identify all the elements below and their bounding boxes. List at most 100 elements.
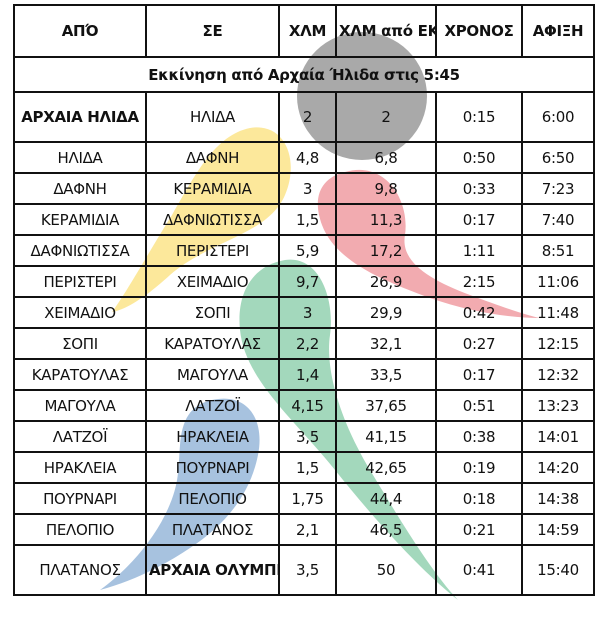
- cell-km: 1,5: [278, 451, 337, 484]
- cell-to: ΠΕΛΟΠΙΟ: [145, 482, 280, 515]
- cell-to: ΗΛΙΔΑ: [145, 91, 280, 143]
- cell-from: ΠΕΛΟΠΙΟ: [13, 513, 147, 546]
- cell-from: ΧΕΙΜΑΔΙΟ: [13, 296, 147, 329]
- cell-km-total: 50: [335, 544, 437, 596]
- cell-km-total: 32,1: [335, 327, 437, 360]
- cell-km-total: 42,65: [335, 451, 437, 484]
- cell-to: ΗΡΑΚΛΕΙΑ: [145, 420, 280, 453]
- cell-arrival: 11:48: [521, 296, 595, 329]
- col-header-km: ΧΛΜ: [278, 4, 337, 58]
- cell-from: ΔΑΦΝΙΩΤΙΣΣΑ: [13, 234, 147, 267]
- cell-km-total: 11,3: [335, 203, 437, 236]
- cell-arrival: 15:40: [521, 544, 595, 596]
- cell-to: ΧΕΙΜΑΔΙΟ: [145, 265, 280, 298]
- cell-from: ΠΟΥΡΝΑΡΙ: [13, 482, 147, 515]
- cell-time: 0:42: [435, 296, 523, 329]
- cell-arrival: 12:32: [521, 358, 595, 391]
- start-title: Εκκίνηση από Αρχαία Ήλιδα στις 5:45: [13, 56, 595, 93]
- cell-from: ΚΑΡΑΤΟΥΛΑΣ: [13, 358, 147, 391]
- cell-from: ΠΕΡΙΣΤΕΡΙ: [13, 265, 147, 298]
- cell-from: ΛΑΤΖΟΪ: [13, 420, 147, 453]
- cell-to: ΠΛΑΤΑΝΟΣ: [145, 513, 280, 546]
- cell-km-total: 46,5: [335, 513, 437, 546]
- table-row: ΔΑΦΝΙΩΤΙΣΣΑ ΠΕΡΙΣΤΕΡΙ 5,9 17,2 1:11 8:51: [13, 234, 595, 267]
- cell-arrival: 7:40: [521, 203, 595, 236]
- cell-km-total: 41,15: [335, 420, 437, 453]
- table-row: ΚΕΡΑΜΙΔΙΑ ΔΑΦΝΙΩΤΙΣΣΑ 1,5 11,3 0:17 7:40: [13, 203, 595, 236]
- cell-from: ΠΛΑΤΑΝΟΣ: [13, 544, 147, 596]
- cell-arrival: 8:51: [521, 234, 595, 267]
- cell-km-total: 29,9: [335, 296, 437, 329]
- cell-time: 0:41: [435, 544, 523, 596]
- cell-km-total: 17,2: [335, 234, 437, 267]
- cell-to: ΠΕΡΙΣΤΕΡΙ: [145, 234, 280, 267]
- cell-time: 0:21: [435, 513, 523, 546]
- cell-km: 1,75: [278, 482, 337, 515]
- col-header-from: ΑΠΌ: [13, 4, 147, 58]
- cell-from: ΑΡΧΑΙΑ ΗΛΙΔΑ: [13, 91, 147, 143]
- cell-km: 3: [278, 172, 337, 205]
- cell-to: ΑΡΧΑΙΑ ΟΛΥΜΠΙΑ: [145, 544, 280, 596]
- cell-arrival: 11:06: [521, 265, 595, 298]
- table-row: ΚΑΡΑΤΟΥΛΑΣ ΜΑΓΟΥΛΑ 1,4 33,5 0:17 12:32: [13, 358, 595, 391]
- cell-km: 2,1: [278, 513, 337, 546]
- table-row: ΜΑΓΟΥΛΑ ΛΑΤΖΟΪ 4,15 37,65 0:51 13:23: [13, 389, 595, 422]
- cell-to: ΠΟΥΡΝΑΡΙ: [145, 451, 280, 484]
- cell-km: 1,5: [278, 203, 337, 236]
- table-row: ΑΡΧΑΙΑ ΗΛΙΔΑ ΗΛΙΔΑ 2 2 0:15 6:00: [13, 91, 595, 143]
- col-header-time: ΧΡΟΝΟΣ: [435, 4, 523, 58]
- cell-arrival: 14:59: [521, 513, 595, 546]
- cell-km: 3: [278, 296, 337, 329]
- cell-km-total: 2: [335, 91, 437, 143]
- route-table: ΑΠΌ ΣΕ ΧΛΜ ΧΛΜ από ΕΚΚΙΝΗΣΗ ΧΡΟΝΟΣ ΑΦΙΞΗ…: [13, 4, 595, 596]
- table-row: ΛΑΤΖΟΪ ΗΡΑΚΛΕΙΑ 3,5 41,15 0:38 14:01: [13, 420, 595, 453]
- col-header-to: ΣΕ: [145, 4, 280, 58]
- cell-to: ΜΑΓΟΥΛΑ: [145, 358, 280, 391]
- table-row: ΠΕΛΟΠΙΟ ΠΛΑΤΑΝΟΣ 2,1 46,5 0:21 14:59: [13, 513, 595, 546]
- cell-arrival: 14:20: [521, 451, 595, 484]
- table-row: ΠΟΥΡΝΑΡΙ ΠΕΛΟΠΙΟ 1,75 44,4 0:18 14:38: [13, 482, 595, 515]
- cell-km-total: 9,8: [335, 172, 437, 205]
- cell-to: ΛΑΤΖΟΪ: [145, 389, 280, 422]
- cell-to: ΔΑΦΝΗ: [145, 141, 280, 174]
- cell-time: 0:27: [435, 327, 523, 360]
- cell-to: ΔΑΦΝΙΩΤΙΣΣΑ: [145, 203, 280, 236]
- cell-time: 0:50: [435, 141, 523, 174]
- cell-arrival: 6:50: [521, 141, 595, 174]
- cell-time: 0:51: [435, 389, 523, 422]
- cell-km: 1,4: [278, 358, 337, 391]
- cell-from: ΚΕΡΑΜΙΔΙΑ: [13, 203, 147, 236]
- cell-time: 0:18: [435, 482, 523, 515]
- table-row: ΗΡΑΚΛΕΙΑ ΠΟΥΡΝΑΡΙ 1,5 42,65 0:19 14:20: [13, 451, 595, 484]
- cell-km: 4,15: [278, 389, 337, 422]
- cell-time: 0:17: [435, 203, 523, 236]
- cell-time: 0:19: [435, 451, 523, 484]
- cell-time: 0:33: [435, 172, 523, 205]
- cell-km: 2: [278, 91, 337, 143]
- table-row: ΔΑΦΝΗ ΚΕΡΑΜΙΔΙΑ 3 9,8 0:33 7:23: [13, 172, 595, 205]
- table-row: ΠΛΑΤΑΝΟΣ ΑΡΧΑΙΑ ΟΛΥΜΠΙΑ 3,5 50 0:41 15:4…: [13, 544, 595, 596]
- cell-time: 0:15: [435, 91, 523, 143]
- table-row: ΠΕΡΙΣΤΕΡΙ ΧΕΙΜΑΔΙΟ 9,7 26,9 2:15 11:06: [13, 265, 595, 298]
- cell-km-total: 37,65: [335, 389, 437, 422]
- col-header-km-from-start: ΧΛΜ από ΕΚΚΙΝΗΣΗ: [335, 4, 437, 58]
- cell-km-total: 26,9: [335, 265, 437, 298]
- cell-time: 2:15: [435, 265, 523, 298]
- cell-arrival: 12:15: [521, 327, 595, 360]
- cell-from: ΗΡΑΚΛΕΙΑ: [13, 451, 147, 484]
- header-row: ΑΠΌ ΣΕ ΧΛΜ ΧΛΜ από ΕΚΚΙΝΗΣΗ ΧΡΟΝΟΣ ΑΦΙΞΗ: [13, 4, 595, 58]
- cell-arrival: 7:23: [521, 172, 595, 205]
- cell-to: ΣΟΠΙ: [145, 296, 280, 329]
- cell-km: 4,8: [278, 141, 337, 174]
- title-row: Εκκίνηση από Αρχαία Ήλιδα στις 5:45: [13, 56, 595, 93]
- cell-time: 0:38: [435, 420, 523, 453]
- table-row: ΣΟΠΙ ΚΑΡΑΤΟΥΛΑΣ 2,2 32,1 0:27 12:15: [13, 327, 595, 360]
- cell-from: ΔΑΦΝΗ: [13, 172, 147, 205]
- cell-time: 1:11: [435, 234, 523, 267]
- cell-arrival: 6:00: [521, 91, 595, 143]
- cell-arrival: 14:01: [521, 420, 595, 453]
- cell-from: ΜΑΓΟΥΛΑ: [13, 389, 147, 422]
- cell-arrival: 13:23: [521, 389, 595, 422]
- cell-km: 9,7: [278, 265, 337, 298]
- table-row: ΧΕΙΜΑΔΙΟ ΣΟΠΙ 3 29,9 0:42 11:48: [13, 296, 595, 329]
